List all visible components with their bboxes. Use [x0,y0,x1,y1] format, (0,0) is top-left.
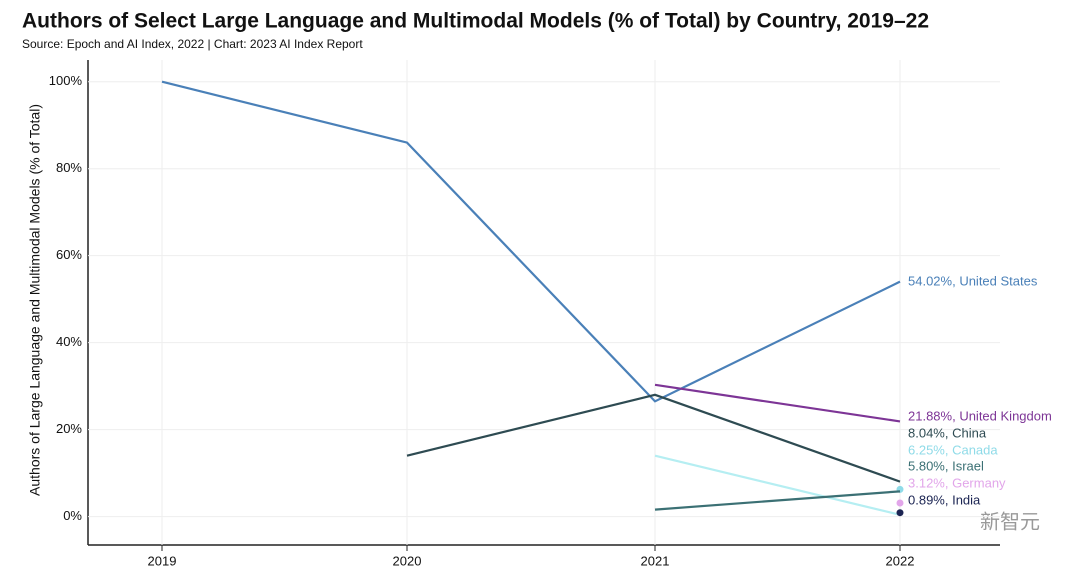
chart-subtitle: Source: Epoch and AI Index, 2022 | Chart… [22,37,363,51]
y-tick-label: 80% [56,160,82,175]
chart-title: Authors of Select Large Language and Mul… [22,10,929,33]
series-dot [896,499,904,507]
series-line [654,454,901,516]
x-tick-label: 2020 [393,553,422,568]
series-line [654,490,901,511]
y-tick-label: 20% [56,421,82,436]
end-label: 54.02%, United States [908,273,1038,288]
x-tick-label: 2019 [148,553,177,568]
end-label: 8.04%, China [908,425,987,440]
y-tick-label: 0% [63,508,82,523]
x-tick-label: 2021 [641,553,670,568]
series-line [161,80,901,403]
y-tick-label: 60% [56,247,82,262]
series-dot [896,509,904,517]
y-axis-label: Authors of Large Language and Multimodal… [27,104,43,496]
end-label: 6.25%, Canada [908,442,998,457]
x-tick-label: 2022 [886,553,915,568]
end-label: 5.80%, Israel [908,458,984,473]
y-tick-label: 40% [56,334,82,349]
end-label: 21.88%, United Kingdom [908,408,1052,423]
series-line [654,383,901,423]
y-tick-label: 100% [49,73,83,88]
series-line [406,393,901,483]
end-label: 3.12%, Germany [908,475,1006,490]
end-label: 0.89%, India [908,492,981,507]
watermark: 新智元 [980,510,1040,533]
